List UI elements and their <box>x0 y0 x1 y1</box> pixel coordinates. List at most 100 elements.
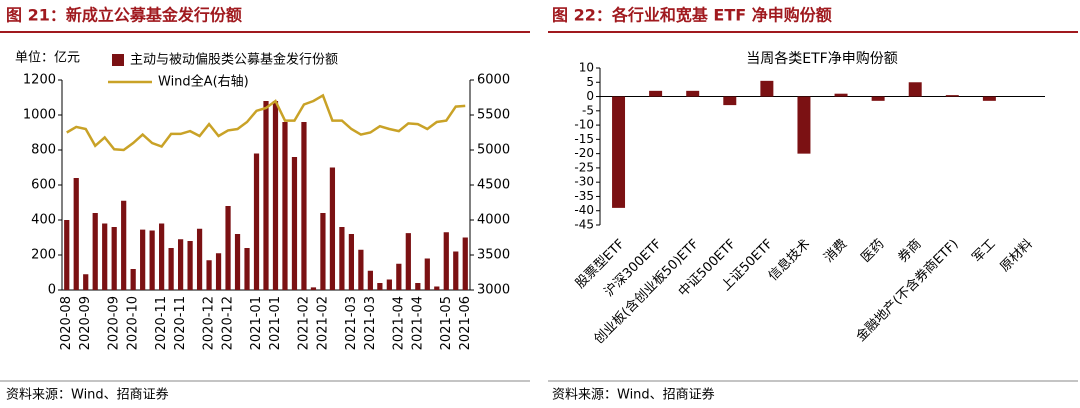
bar <box>253 153 260 290</box>
bar <box>310 287 317 290</box>
x-tick-label: 2021-02 <box>296 296 311 350</box>
bar <box>834 93 848 97</box>
bar <box>612 96 626 208</box>
bar <box>272 101 279 290</box>
y-tick-label: 400 <box>31 213 56 228</box>
y-tick-label: 5 <box>586 75 594 89</box>
x-tick-label: 2020-09 <box>78 296 93 350</box>
bar <box>329 167 336 290</box>
bar <box>462 237 468 290</box>
bar <box>415 283 421 290</box>
x-tick-label: 医药 <box>858 237 887 266</box>
bar <box>443 232 449 290</box>
source: 资料来源：Wind、招商证券 <box>6 387 169 403</box>
y2-tick-label: 3500 <box>477 248 510 263</box>
bar <box>320 213 326 290</box>
bar <box>159 223 165 290</box>
y-tick-label: -10 <box>574 118 594 132</box>
bar <box>73 178 79 290</box>
x-tick-label: 券商 <box>895 236 925 266</box>
bar <box>649 90 663 97</box>
bar <box>301 122 307 290</box>
legend-swatch <box>112 54 124 66</box>
x-tick-label: 2021-03 <box>344 296 359 350</box>
chart-title: 图 21：新成立公募基金发行份额 <box>6 6 242 25</box>
bar <box>386 279 392 290</box>
y-tick-label: -45 <box>574 218 594 232</box>
bar <box>424 258 430 290</box>
line <box>66 93 466 152</box>
bar <box>686 90 700 97</box>
legend-label: Wind全A(右轴) <box>158 74 249 90</box>
y-tick-label: -25 <box>574 160 594 174</box>
y-tick-label: 10 <box>579 61 594 75</box>
bar <box>982 96 996 101</box>
x-tick-label: 2020-12 <box>202 296 217 350</box>
y2-tick-label: 4500 <box>477 178 510 193</box>
bar <box>92 213 98 290</box>
legend-label: 主动与被动偏股类公募基金发行份额 <box>130 52 338 68</box>
unit-label: 单位：亿元 <box>15 51 80 66</box>
bar <box>111 227 117 290</box>
bar <box>263 101 269 290</box>
y-tick-label: -20 <box>574 146 594 160</box>
y2-tick-label: 5000 <box>477 143 510 158</box>
bar <box>453 251 459 290</box>
bar <box>434 286 440 290</box>
bar <box>130 269 136 290</box>
bar <box>339 227 345 290</box>
x-tick-label: 2021-04 <box>391 296 406 350</box>
y-tick-label: 1000 <box>23 108 56 123</box>
x-tick-label: 2020-12 <box>221 296 236 350</box>
x-tick-label: 2021-01 <box>268 296 283 350</box>
y-tick-label: 800 <box>31 143 56 158</box>
bar <box>196 228 203 290</box>
x-tick-label: 2021-01 <box>249 296 264 350</box>
bar <box>871 96 885 101</box>
x-tick-label: 2021-02 <box>315 296 330 350</box>
bar <box>206 260 212 290</box>
x-tick-label: 消费 <box>821 237 850 266</box>
bar <box>234 234 241 290</box>
x-tick-label: 2021-03 <box>363 296 378 350</box>
chart-title: 图 22：各行业和宽基 ETF 净申购份额 <box>552 6 832 25</box>
bar <box>187 241 193 290</box>
x-tick-label: 2021-05 <box>439 296 454 350</box>
y-tick-label: -15 <box>574 132 594 146</box>
y2-tick-label: 5500 <box>477 108 510 123</box>
bar <box>396 263 402 290</box>
y-tick-label: -35 <box>574 189 594 203</box>
bar <box>215 253 222 290</box>
y2-tick-label: 3000 <box>477 283 510 298</box>
bar <box>102 223 108 290</box>
bar <box>908 82 922 97</box>
bar <box>358 249 364 290</box>
bar <box>140 229 146 290</box>
bar <box>723 96 737 106</box>
bar <box>760 80 774 97</box>
bar <box>244 248 250 290</box>
bar <box>83 274 89 290</box>
bar <box>945 95 959 97</box>
x-tick-label: 2020-08 <box>59 296 74 350</box>
y2-tick-label: 6000 <box>477 73 510 88</box>
y-tick-label: 1200 <box>23 73 56 88</box>
x-tick-label: 2020-11 <box>154 296 169 350</box>
x-tick-label: 2020-10 <box>126 296 141 350</box>
bar <box>121 200 127 290</box>
y-tick-label: 0 <box>586 89 594 103</box>
bar <box>377 283 383 290</box>
source: 资料来源：Wind、招商证券 <box>552 387 715 403</box>
y-tick-label: 200 <box>31 248 56 263</box>
x-tick-label: 2021-06 <box>458 296 473 350</box>
y-tick-label: -30 <box>574 175 594 189</box>
x-tick-label: 军工 <box>970 237 999 266</box>
bar <box>225 206 231 290</box>
y-tick-label: 0 <box>48 283 56 298</box>
bar <box>367 270 373 290</box>
x-tick-label: 2021-04 <box>410 296 425 350</box>
bar <box>291 157 298 290</box>
bar <box>168 248 174 290</box>
bar <box>149 230 155 290</box>
y2-tick-label: 4000 <box>477 213 510 228</box>
